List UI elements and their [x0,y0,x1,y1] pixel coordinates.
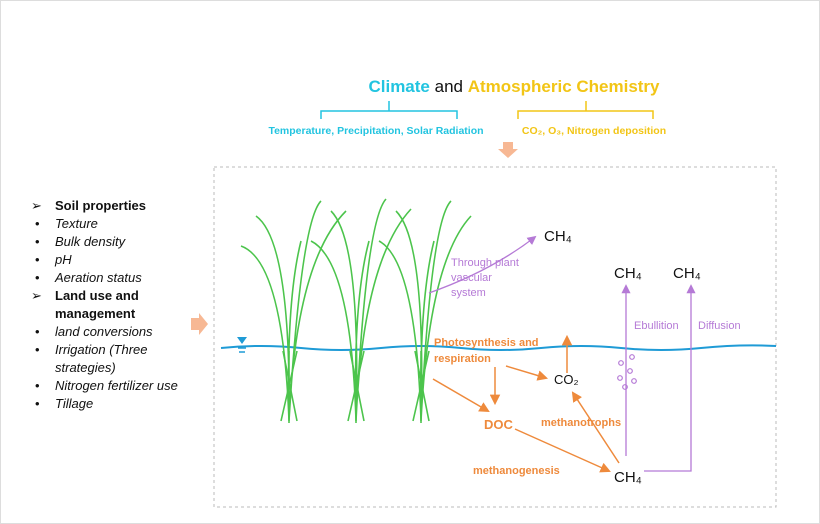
water-symbol [238,347,246,353]
title: Climate and Atmospheric Chemistry [368,77,660,96]
plants [240,198,472,423]
item: Bulk density [31,233,195,251]
soil-box [213,166,777,508]
doc: DOC [484,417,514,432]
title-chem: Atmospheric Chemistry [468,77,660,96]
line: respiration [434,353,491,365]
plant-arrow [428,235,537,294]
chem-factors: CO₂, O₃, Nitrogen deposition [522,125,666,137]
group: Land use and management land conversions… [31,287,201,413]
heading: Land use and management [31,287,185,323]
arrow-down [498,142,518,158]
photosynthesis: Photosynthesis and respiration [434,337,539,365]
item: land conversions [31,323,195,341]
item: Irrigation (Three strategies) [31,341,195,377]
water-symbol [237,337,247,344]
line: vascular [451,272,492,284]
carbon-arrows [432,334,620,473]
water-line [220,344,777,351]
item: Nitrogen fertilizer use [31,377,195,395]
bracket [320,101,458,119]
line: Photosynthesis and [434,337,539,349]
item: Texture [31,215,195,233]
title-climate: Climate [368,77,429,96]
plant-path: Through plant vascular system [451,257,519,299]
climate-factors: Temperature, Precipitation, Solar Radiat… [268,125,483,137]
sidebar: Soil properties Texture Bulk density pH … [31,197,201,413]
line: system [451,287,486,299]
title-and: and [435,77,463,96]
bracket [517,101,654,119]
item: pH [31,251,195,269]
arrow-right [191,313,208,335]
bubbles [617,354,637,390]
ch4: CH₄ [614,469,642,486]
ch4: CH₄ [673,265,701,282]
methanogenesis: methanogenesis [473,465,560,477]
heading: Soil properties [31,197,185,215]
item: Tillage [31,395,195,413]
list: land conversions Irrigation (Three strat… [31,323,201,413]
item: Aeration status [31,269,195,287]
diffusion: Diffusion [698,320,741,332]
ebullition: Ebullition [634,320,679,332]
line: Through plant [451,257,519,269]
ch4: CH₄ [544,228,572,245]
list: Texture Bulk density pH Aeration status [31,215,201,287]
methanotrophs: methanotrophs [541,417,621,429]
diffusion-arrow [644,284,696,472]
ch4: CH₄ [614,265,642,282]
co2: CO₂ [554,372,579,387]
group: Soil properties Texture Bulk density pH … [31,197,201,287]
